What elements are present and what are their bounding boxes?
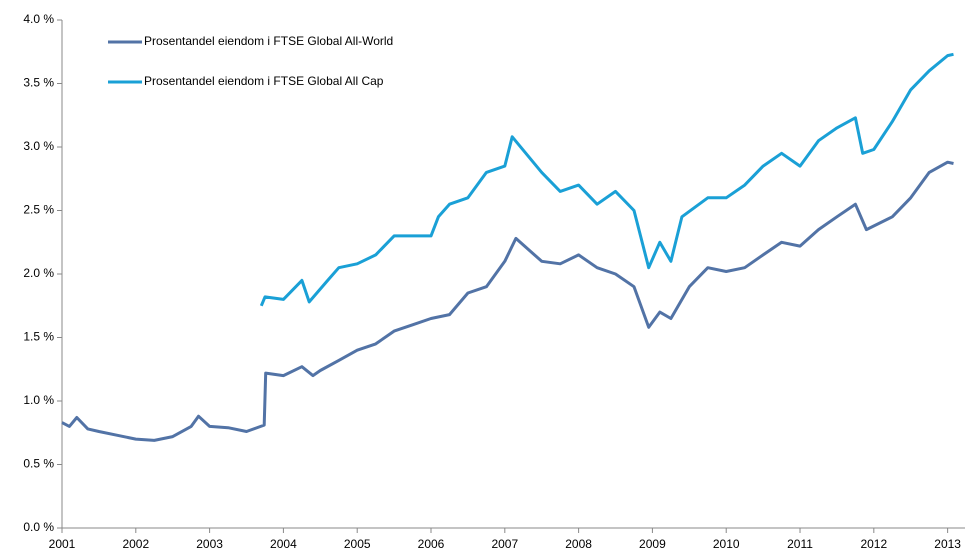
x-tick-label: 2008	[565, 537, 592, 551]
y-tick-label: 1.5 %	[23, 330, 54, 344]
line-series	[61, 160, 954, 442]
x-tick-label: 2007	[491, 537, 518, 551]
legend-label: Prosentandel eiendom i FTSE Global All C…	[144, 74, 384, 88]
y-tick-label: 0.5 %	[23, 457, 54, 471]
x-tick-label: 2005	[344, 537, 371, 551]
y-tick-label: 3.0 %	[23, 139, 54, 153]
y-tick-label: 1.0 %	[23, 393, 54, 407]
x-tick-label: 2002	[122, 537, 149, 551]
y-tick-label: 0.0 %	[23, 520, 54, 534]
y-tick-label: 2.0 %	[23, 266, 54, 280]
x-tick-label: 2009	[639, 537, 666, 551]
y-tick-label: 4.0 %	[23, 12, 54, 26]
y-tick-label: 3.5 %	[23, 76, 54, 90]
x-tick-label: 2013	[934, 537, 961, 551]
x-tick-label: 2011	[787, 537, 813, 551]
x-tick-label: 2001	[49, 537, 76, 551]
line-series	[259, 52, 954, 307]
x-tick-label: 2004	[270, 537, 297, 551]
x-tick-label: 2010	[713, 537, 740, 551]
x-tick-label: 2006	[418, 537, 445, 551]
x-tick-label: 2003	[196, 537, 223, 551]
legend-label: Prosentandel eiendom i FTSE Global All-W…	[144, 34, 393, 48]
y-tick-label: 2.5 %	[23, 203, 54, 217]
x-tick-label: 2012	[860, 537, 887, 551]
